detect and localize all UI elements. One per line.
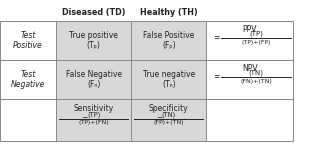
Bar xyxy=(56,21,131,60)
Bar xyxy=(0,99,56,141)
Text: Diseased (TD): Diseased (TD) xyxy=(62,8,125,17)
Text: (FP)+(TN): (FP)+(TN) xyxy=(154,120,184,125)
Bar xyxy=(0,21,56,60)
Text: (TN): (TN) xyxy=(162,112,176,118)
Bar xyxy=(206,4,293,21)
Text: Healthy (TH): Healthy (TH) xyxy=(140,8,198,17)
Text: (TP): (TP) xyxy=(249,30,263,37)
Bar xyxy=(206,21,293,60)
Text: Test
Positive: Test Positive xyxy=(13,31,43,50)
Text: PPV: PPV xyxy=(242,25,257,34)
Text: =: = xyxy=(81,114,87,123)
Bar xyxy=(206,99,293,141)
Text: Test
Negative: Test Negative xyxy=(11,70,45,89)
Bar xyxy=(56,4,131,21)
Bar xyxy=(131,99,206,141)
Text: Specificity: Specificity xyxy=(149,104,188,113)
Text: NPV: NPV xyxy=(242,64,257,73)
Text: (TP)+(FN): (TP)+(FN) xyxy=(78,120,109,125)
Text: True positive
(Tₚ): True positive (Tₚ) xyxy=(69,31,118,50)
Text: Sensitivity: Sensitivity xyxy=(74,104,114,113)
Bar xyxy=(56,99,131,141)
Text: False Positive
(Fₚ): False Positive (Fₚ) xyxy=(143,31,195,50)
Text: True negative
(Tₙ): True negative (Tₙ) xyxy=(143,70,195,89)
Bar xyxy=(56,60,131,99)
Text: False Negative
(Fₙ): False Negative (Fₙ) xyxy=(66,70,122,89)
Text: (TP): (TP) xyxy=(87,112,100,118)
Bar xyxy=(0,60,56,99)
Bar xyxy=(131,21,206,60)
Text: =: = xyxy=(156,114,162,123)
Text: =: = xyxy=(213,33,219,42)
Bar xyxy=(0,4,56,21)
Bar xyxy=(206,60,293,99)
Bar xyxy=(131,4,206,21)
Bar xyxy=(131,60,206,99)
Text: =: = xyxy=(213,72,219,81)
Text: (TN): (TN) xyxy=(249,70,263,76)
Text: (TP)+(FP): (TP)+(FP) xyxy=(241,40,271,45)
Text: (FN)+(TN): (FN)+(TN) xyxy=(240,79,272,84)
